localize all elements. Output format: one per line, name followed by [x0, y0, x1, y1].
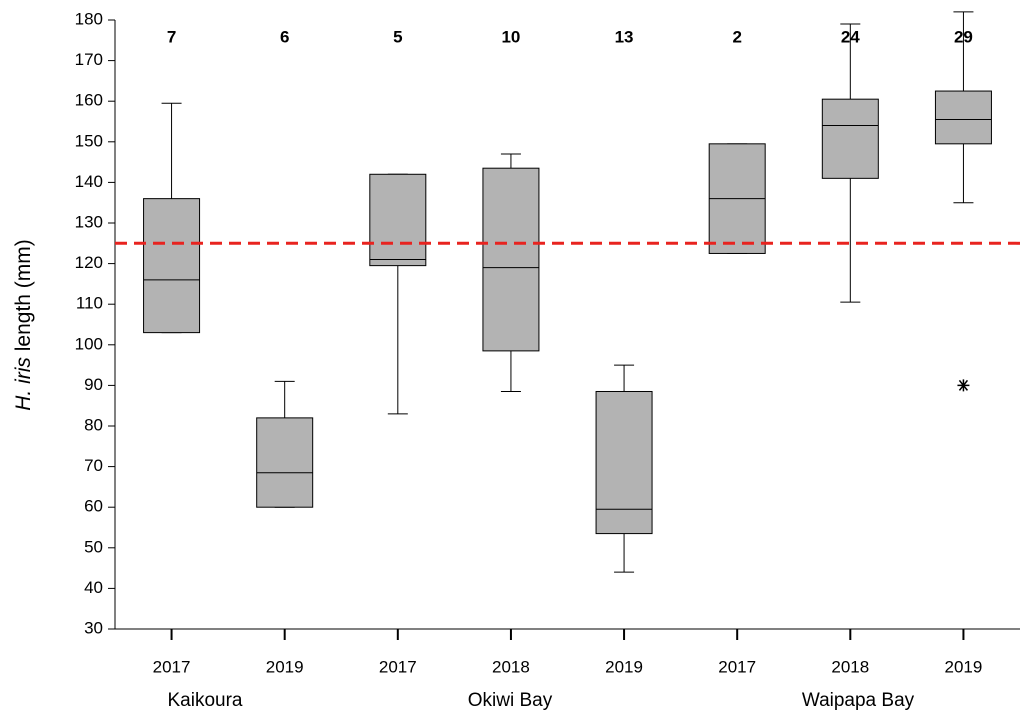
sample-size: 10	[501, 27, 520, 46]
y-tick-label: 50	[84, 537, 103, 556]
group-label: Kaikoura	[168, 690, 243, 711]
y-tick-label: 130	[75, 212, 103, 231]
x-tick-label: 2018	[831, 657, 869, 676]
y-tick-label: 120	[75, 253, 103, 272]
y-tick-label: 160	[75, 91, 103, 110]
y-tick-label: 60	[84, 497, 103, 516]
box	[482, 167, 540, 352]
y-tick-label: 110	[76, 294, 103, 313]
y-tick-label: 170	[75, 50, 103, 69]
x-tick-label: 2017	[153, 657, 191, 676]
y-tick-label: 80	[84, 415, 103, 434]
group-label: Waipapa Bay	[802, 690, 915, 711]
y-tick-label: 140	[75, 172, 103, 191]
x-tick-label: 2019	[266, 657, 304, 676]
sample-size: 6	[280, 27, 289, 46]
sample-size: 2	[732, 27, 741, 46]
box	[143, 198, 201, 334]
y-tick-label: 90	[84, 375, 103, 394]
y-axis-label-species: H. iris	[12, 357, 35, 411]
y-tick-label: 30	[84, 618, 103, 637]
sample-size: 13	[615, 27, 634, 46]
box	[256, 417, 314, 508]
y-tick-label: 180	[75, 9, 103, 28]
x-tick-label: 2019	[945, 657, 983, 676]
y-axis-label: H. iris length (mm)	[12, 239, 35, 411]
sample-size: 5	[393, 27, 402, 46]
group-label: Okiwi Bay	[468, 690, 553, 711]
y-axis-label-text: length (mm)	[12, 239, 35, 351]
outlier	[957, 379, 970, 392]
y-tick-label: 150	[75, 131, 103, 150]
x-tick-label: 2017	[379, 657, 417, 676]
y-tick-label: 70	[84, 456, 103, 475]
x-tick-label: 2017	[718, 657, 756, 676]
box	[934, 90, 992, 145]
box	[821, 98, 879, 179]
x-tick-label: 2018	[492, 657, 530, 676]
box	[369, 173, 427, 267]
box	[595, 390, 653, 535]
y-tick-label: 40	[84, 578, 103, 597]
y-tick-label: 100	[75, 334, 103, 353]
sample-size: 7	[167, 27, 176, 46]
x-tick-label: 2019	[605, 657, 643, 676]
